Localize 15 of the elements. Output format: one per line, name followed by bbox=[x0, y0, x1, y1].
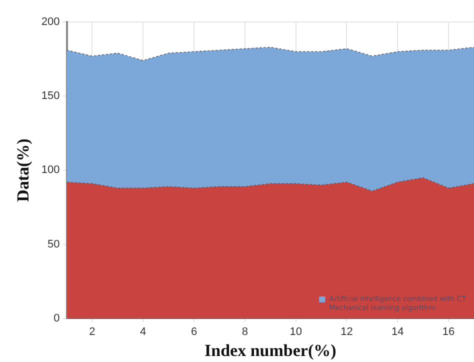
x-tick-label: 2 bbox=[89, 326, 96, 338]
y-tick-label: 150 bbox=[41, 90, 60, 102]
x-tick-label: 6 bbox=[190, 326, 198, 338]
x-axis-title: Index number(%) bbox=[204, 341, 336, 360]
x-tick-label: 8 bbox=[242, 326, 248, 338]
y-tick-label: 50 bbox=[48, 238, 60, 250]
x-tick-label: 14 bbox=[392, 326, 404, 338]
x-tick-label: 4 bbox=[140, 326, 146, 338]
y-axis-title: Data(%) bbox=[14, 138, 33, 202]
x-tick-label: 12 bbox=[340, 326, 353, 338]
y-tick-label: 0 bbox=[54, 312, 60, 324]
x-tick-label: 16 bbox=[442, 326, 455, 338]
x-tick-label: 10 bbox=[290, 326, 302, 338]
y-tick-label: 200 bbox=[41, 16, 60, 28]
y-tick-label: 100 bbox=[41, 164, 60, 176]
